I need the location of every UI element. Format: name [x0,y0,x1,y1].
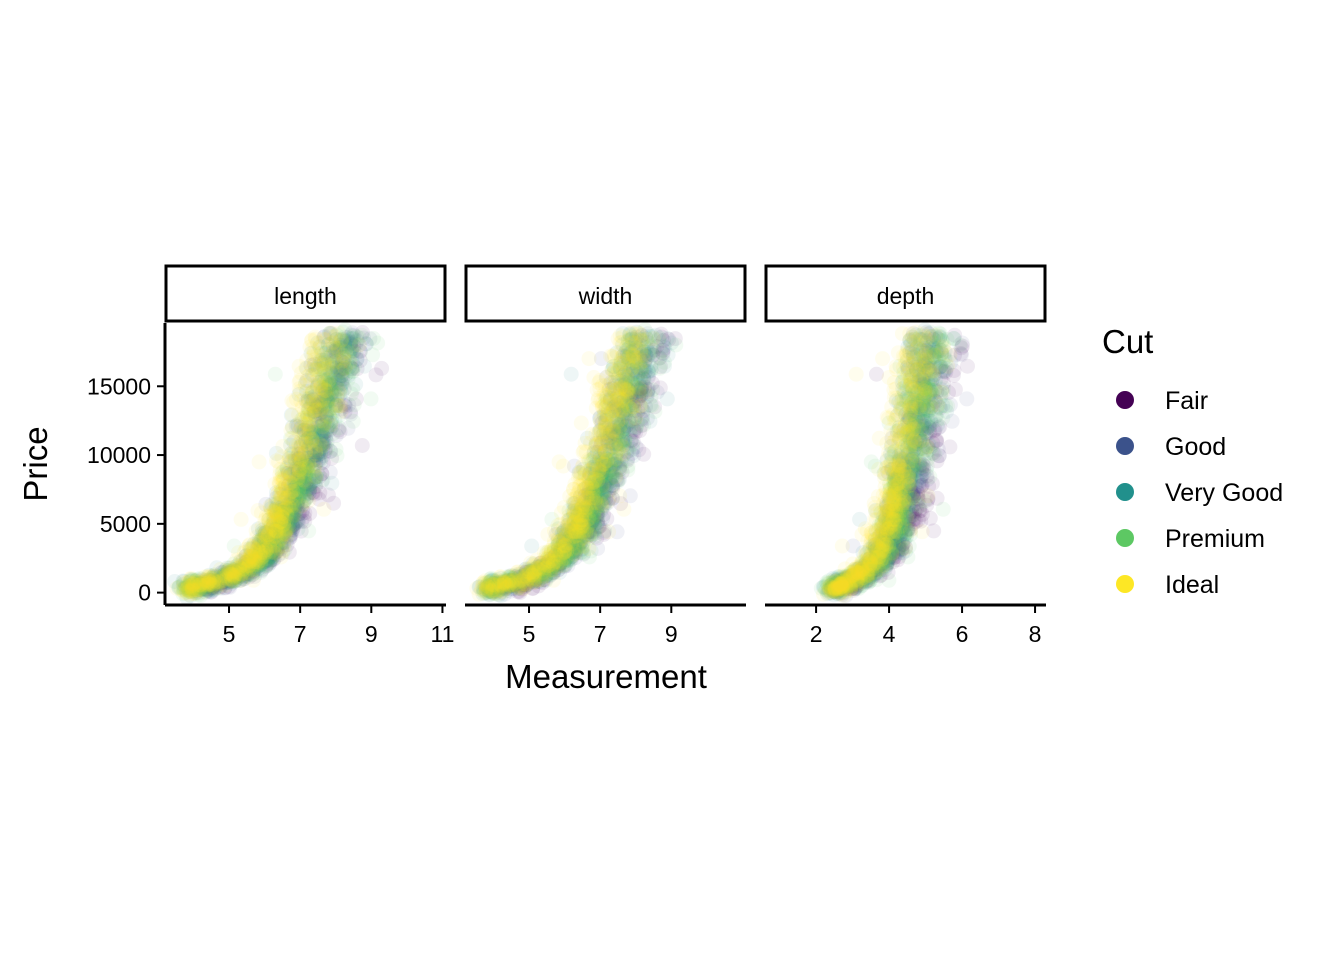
points-length [167,322,389,605]
data-point [273,490,288,505]
data-point [364,391,379,406]
data-point [565,525,580,540]
data-point [616,502,631,517]
data-point [199,577,214,592]
data-point [274,509,289,524]
data-point [334,355,349,370]
data-point [292,462,307,477]
x-tick-label-length: 5 [223,621,236,647]
data-point [615,330,630,345]
data-point [538,557,553,572]
strip-label-length: length [274,283,337,309]
data-point [297,425,312,440]
strip-label-depth: depth [877,283,935,309]
x-tick-label-length: 11 [430,621,454,647]
data-point [608,469,623,484]
data-point [267,477,282,492]
series-ideal-length [169,325,366,602]
x-tick-label-length: 7 [294,621,307,647]
data-point [275,439,290,454]
data-point [352,338,367,353]
data-point [314,402,329,417]
strip-label-width: width [578,283,633,309]
data-point [301,523,316,538]
panel-width: width 5 7 9 [465,266,746,647]
data-point [301,396,316,411]
data-point [596,457,611,472]
data-point [374,361,389,376]
data-point [311,363,326,378]
data-point [564,367,579,382]
data-point [334,334,349,349]
data-point [612,488,627,503]
data-point [559,544,574,559]
data-point [346,414,361,429]
data-point [315,439,330,454]
data-point [308,469,323,484]
data-point [585,475,600,490]
points-depth [814,322,975,603]
data-point [626,399,641,414]
data-point [316,502,331,517]
data-point [318,383,333,398]
data-point [613,433,628,448]
x-tick-label-width: 7 [594,621,607,647]
data-point [601,524,616,539]
data-point [288,491,303,506]
data-point [581,541,596,556]
data-point [869,367,884,382]
data-point [282,475,297,490]
points-width [469,322,683,603]
panel-length: length 5 7 9 11 [165,266,454,647]
data-point [582,351,597,366]
data-point [590,382,605,397]
data-point [605,349,620,364]
x-tick-label-width: 9 [665,621,678,647]
data-point [478,585,493,600]
data-point [169,581,184,596]
data-point [638,385,653,400]
data-point [557,500,572,515]
data-point [556,459,571,474]
data-point [301,494,316,509]
data-point [577,490,592,505]
data-point [959,391,974,406]
data-point [253,555,268,570]
data-point [547,533,562,548]
data-point [660,391,675,406]
data-point [355,438,370,453]
data-point [606,380,621,395]
data-point [520,572,535,587]
data-point [618,373,633,388]
data-point [254,505,269,520]
data-point [574,416,589,431]
data-point [668,338,683,353]
data-point [252,454,267,469]
data-point [606,403,621,418]
data-point [268,367,283,382]
data-point [293,373,308,388]
data-point [366,331,381,346]
x-tick-label-length: 9 [365,621,378,647]
data-point [234,512,249,527]
data-point [271,541,286,556]
data-point [232,560,247,575]
data-point [626,349,641,364]
data-point [298,444,313,459]
x-tick-label-width: 5 [523,621,536,647]
